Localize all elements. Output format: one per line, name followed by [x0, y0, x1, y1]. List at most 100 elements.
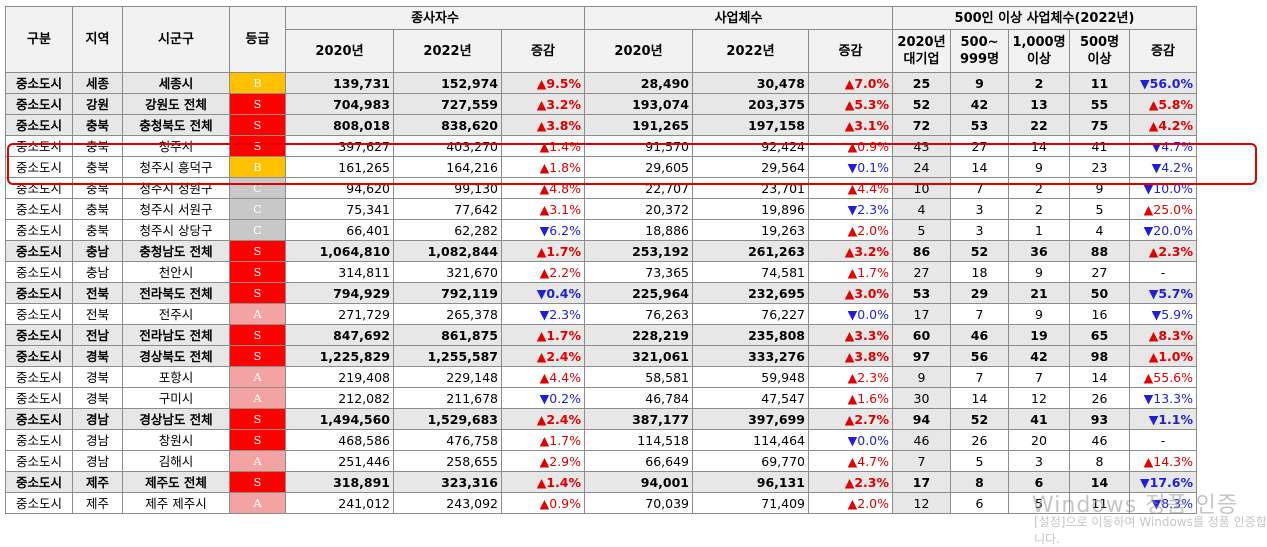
cell-emp-2022: 1,529,683: [393, 408, 502, 430]
header-line: 999명: [959, 52, 1000, 67]
cell-city: 충청남도 전체: [122, 240, 230, 262]
table-row: 중소도시 충북 청주시 서원구 C 75,341 77,642 ▲3.1% 20,372 19,…: [5, 198, 1197, 220]
cell-large-change: ▼5.7%: [1129, 282, 1197, 304]
cell-biz-2022: 76,227: [692, 303, 809, 325]
cell-biz-2022: 397,699: [692, 408, 809, 430]
cell-emp-2022: 323,316: [393, 471, 502, 493]
cell-biz-2020: 22,707: [584, 177, 693, 199]
cell-large-500-plus: 88: [1069, 240, 1130, 262]
cell-emp-2022: 838,620: [393, 114, 502, 136]
cell-biz-change: ▲2.0%: [808, 219, 893, 241]
cell-emp-2022: 403,270: [393, 135, 502, 157]
cell-type: 중소도시: [5, 240, 73, 262]
cell-large-1000-plus: 1: [1008, 219, 1070, 241]
cell-emp-2022: 258,655: [393, 450, 502, 472]
cell-large-500-plus: 55: [1069, 93, 1130, 115]
cell-emp-2020: 161,265: [285, 156, 394, 178]
cell-biz-2020: 29,605: [584, 156, 693, 178]
cell-biz-2020: 253,192: [584, 240, 693, 262]
cell-city: 구미시: [122, 387, 230, 409]
cell-biz-2022: 29,564: [692, 156, 809, 178]
header-grade: 등급: [229, 6, 286, 73]
cell-emp-2020: 704,983: [285, 93, 394, 115]
cell-biz-2022: 19,263: [692, 219, 809, 241]
cell-biz-2020: 28,490: [584, 72, 693, 94]
header-sigungu: 시군구: [122, 6, 230, 73]
cell-large-500-plus: 41: [1069, 135, 1130, 157]
header-large-2020: 2020년 대기업: [892, 29, 951, 73]
cell-biz-2022: 114,464: [692, 429, 809, 451]
table-row: 중소도시 경남 경상남도 전체 S 1,494,560 1,529,683 ▲2.4% 387…: [5, 408, 1197, 430]
cell-large-500-999: 18: [950, 261, 1009, 283]
cell-large-change: ▼8.3%: [1129, 492, 1197, 514]
cell-grade: S: [229, 429, 286, 451]
cell-region: 전북: [72, 303, 123, 325]
cell-type: 중소도시: [5, 324, 73, 346]
cell-large-500-999: 3: [950, 198, 1009, 220]
cell-emp-2022: 164,216: [393, 156, 502, 178]
cell-large-1000-plus: 13: [1008, 93, 1070, 115]
cell-emp-2022: 1,255,587: [393, 345, 502, 367]
header-large-500-plus: 500명 이상: [1069, 29, 1130, 73]
cell-grade: A: [229, 387, 286, 409]
cell-type: 중소도시: [5, 408, 73, 430]
table-row: 중소도시 충북 청주시 상당구 C 66,401 62,282 ▼6.2% 18,886 19,…: [5, 219, 1197, 241]
cell-large-1000-plus: 42: [1008, 345, 1070, 367]
cell-biz-2020: 228,219: [584, 324, 693, 346]
cell-large-500-plus: 14: [1069, 366, 1130, 388]
cell-type: 중소도시: [5, 177, 73, 199]
cell-biz-change: ▲4.4%: [808, 177, 893, 199]
table-row: 중소도시 충북 청주시 S 397,627 403,270 ▲1.4% 91,570 92,42…: [5, 135, 1197, 157]
cell-type: 중소도시: [5, 345, 73, 367]
cell-large-1000-plus: 22: [1008, 114, 1070, 136]
header-large-500-999: 500~ 999명: [950, 29, 1009, 73]
cell-biz-change: ▼0.0%: [808, 303, 893, 325]
cell-biz-2020: 73,365: [584, 261, 693, 283]
cell-large-2020: 97: [892, 345, 951, 367]
cell-grade: S: [229, 324, 286, 346]
cell-large-500-plus: 5: [1069, 198, 1130, 220]
cell-large-1000-plus: 6: [1008, 471, 1070, 493]
cell-large-change: ▼56.0%: [1129, 72, 1197, 94]
cell-biz-2022: 92,424: [692, 135, 809, 157]
cell-type: 중소도시: [5, 429, 73, 451]
cell-emp-2020: 75,341: [285, 198, 394, 220]
header-line: 500명: [1079, 35, 1120, 50]
header-employees-group: 종사자수: [285, 6, 585, 30]
cell-city: 전라북도 전체: [122, 282, 230, 304]
cell-emp-change: ▲3.8%: [501, 114, 585, 136]
cell-large-500-plus: 26: [1069, 387, 1130, 409]
cell-region: 충북: [72, 114, 123, 136]
cell-biz-2022: 69,770: [692, 450, 809, 472]
cell-grade: S: [229, 135, 286, 157]
cell-emp-change: ▲1.7%: [501, 240, 585, 262]
cell-emp-2022: 211,678: [393, 387, 502, 409]
cell-large-500-999: 7: [950, 303, 1009, 325]
cell-large-change: ▲1.0%: [1129, 345, 1197, 367]
cell-grade: S: [229, 282, 286, 304]
cell-grade: C: [229, 219, 286, 241]
cell-emp-2020: 271,729: [285, 303, 394, 325]
cell-region: 충북: [72, 219, 123, 241]
cell-emp-2020: 212,082: [285, 387, 394, 409]
cell-large-500-plus: 9: [1069, 177, 1130, 199]
cell-biz-2020: 321,061: [584, 345, 693, 367]
table-row: 중소도시 제주 제주 제주시 A 241,012 243,092 ▲0.9% 70,039 71…: [5, 492, 1197, 514]
cell-large-500-999: 26: [950, 429, 1009, 451]
table-row: 중소도시 충남 충청남도 전체 S 1,064,810 1,082,844 ▲1.7% 253…: [5, 240, 1197, 262]
cell-large-1000-plus: 41: [1008, 408, 1070, 430]
cell-city: 전라남도 전체: [122, 324, 230, 346]
table-row: 중소도시 충남 천안시 S 314,811 321,670 ▲2.2% 73,365 74,58…: [5, 261, 1197, 283]
cell-large-2020: 12: [892, 492, 951, 514]
cell-biz-2022: 47,547: [692, 387, 809, 409]
cell-type: 중소도시: [5, 471, 73, 493]
cell-emp-2022: 1,082,844: [393, 240, 502, 262]
header-biz-2020: 2020년: [584, 29, 693, 73]
cell-biz-2020: 191,265: [584, 114, 693, 136]
cell-large-2020: 43: [892, 135, 951, 157]
cell-emp-2020: 241,012: [285, 492, 394, 514]
cell-biz-2022: 30,478: [692, 72, 809, 94]
cell-large-change: ▲25.0%: [1129, 198, 1197, 220]
cell-large-500-plus: 4: [1069, 219, 1130, 241]
cell-large-change: ▲2.3%: [1129, 240, 1197, 262]
